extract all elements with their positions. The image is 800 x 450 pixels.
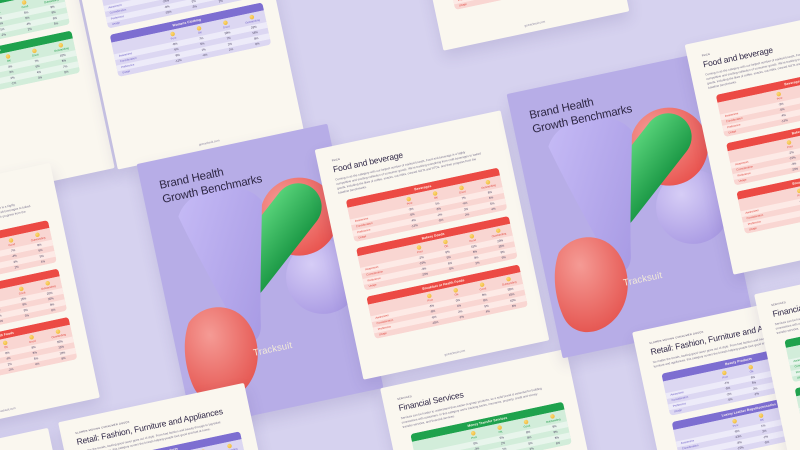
cover-3d-shapes-illustration: [137, 124, 384, 429]
purple-cone-shape: [178, 186, 262, 342]
section-eyebrow: SERVICES: [771, 300, 787, 308]
metric-value: -2%: [0, 33, 7, 38]
lavender-sphere-shape: [656, 169, 731, 244]
section-title: Financial Services: [771, 296, 800, 319]
cover-page: Brand Health Growth Benchmarks Tracksuit: [136, 123, 384, 429]
cover-3d-shapes-illustration: [507, 54, 754, 359]
cover-page: Brand Health Growth Benchmarks Tracksuit: [506, 53, 754, 359]
red-blob-shape: [554, 237, 628, 333]
footer-link: gotracksuit.com: [524, 20, 546, 28]
metric-value: -5%: [0, 319, 4, 324]
purple-cone-shape: [548, 116, 632, 272]
metric-value: 2%: [218, 0, 224, 4]
cover-3d-shapes: [548, 107, 731, 333]
benchmark-table: Breakfast or Health FoodsPoorOKGoodOutst…: [446, 0, 608, 10]
cover-content: Brand Health Growth Benchmarks Tracksuit: [507, 54, 754, 359]
column-header: Poor: [786, 186, 800, 200]
table-row: Usage-15%-2%4%8%: [454, 0, 608, 10]
column-header: OK: [791, 83, 800, 97]
red-blob-shape: [184, 307, 258, 403]
table-title: Bakery Goods: [791, 127, 800, 136]
benchmark-table: Breakfast or Health FoodsPoorOKGoodOutst…: [0, 316, 78, 392]
table-title: Breakfast or Health Foods: [792, 173, 800, 186]
benchmark-table: BanksPoorOKGoodOutstandingAwareness-2%4%…: [0, 30, 81, 105]
column-label: OK: [793, 89, 800, 98]
cover-3d-shapes: [178, 177, 361, 403]
footer-link: gotracksuit.com: [732, 227, 800, 269]
cover-content: Brand Health Growth Benchmarks Tracksuit: [137, 124, 384, 429]
